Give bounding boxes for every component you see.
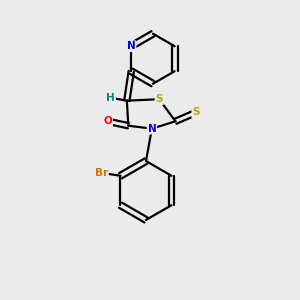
Text: S: S: [155, 94, 163, 104]
Text: N: N: [148, 124, 156, 134]
Text: O: O: [103, 116, 112, 126]
Text: Br: Br: [95, 168, 108, 178]
Text: N: N: [127, 41, 136, 51]
Text: H: H: [106, 93, 115, 103]
Text: S: S: [192, 107, 200, 118]
